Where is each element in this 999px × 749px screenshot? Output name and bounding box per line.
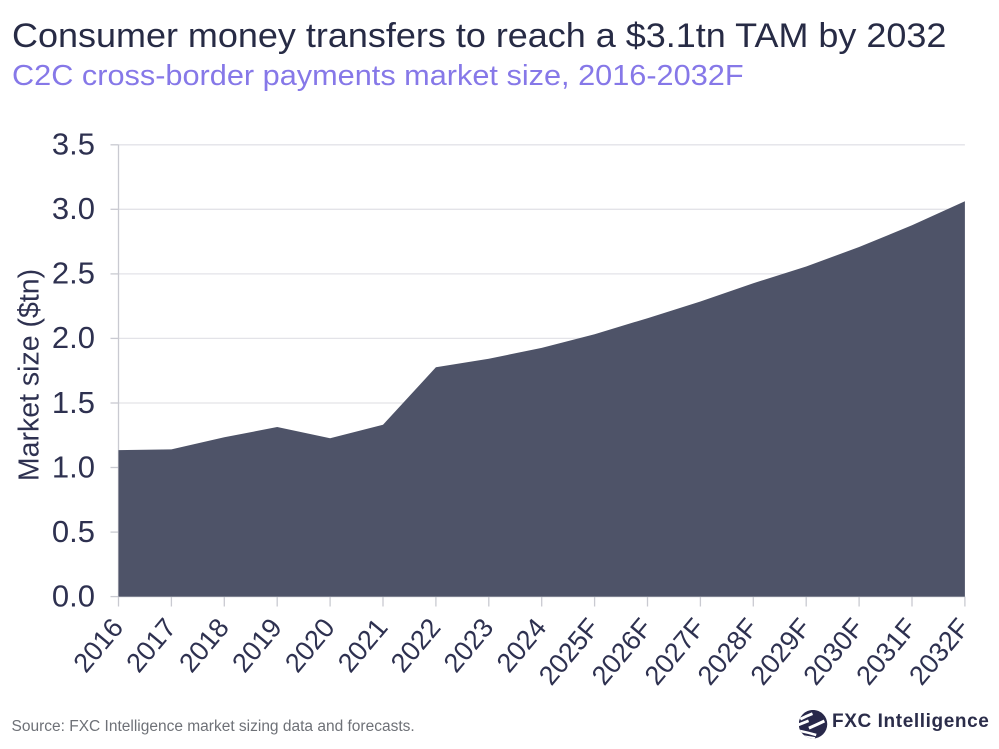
svg-text:2021: 2021	[332, 613, 394, 678]
svg-text:1.5: 1.5	[52, 385, 95, 420]
svg-text:2016: 2016	[67, 613, 129, 678]
svg-text:2020: 2020	[279, 613, 341, 678]
svg-text:3.0: 3.0	[52, 191, 95, 226]
svg-text:2017: 2017	[120, 613, 182, 678]
svg-text:2018: 2018	[173, 613, 235, 678]
svg-text:2032F: 2032F	[903, 613, 975, 691]
svg-text:2.0: 2.0	[52, 320, 95, 355]
svg-text:Market size ($tn): Market size ($tn)	[14, 269, 46, 481]
svg-text:2.5: 2.5	[52, 256, 95, 291]
svg-text:2022: 2022	[385, 613, 447, 678]
svg-text:3.5: 3.5	[52, 127, 95, 162]
svg-text:1.0: 1.0	[52, 449, 95, 484]
svg-text:2019: 2019	[226, 613, 288, 678]
svg-text:0.0: 0.0	[52, 578, 95, 613]
svg-text:2023: 2023	[438, 613, 500, 678]
svg-text:0.5: 0.5	[52, 514, 95, 549]
